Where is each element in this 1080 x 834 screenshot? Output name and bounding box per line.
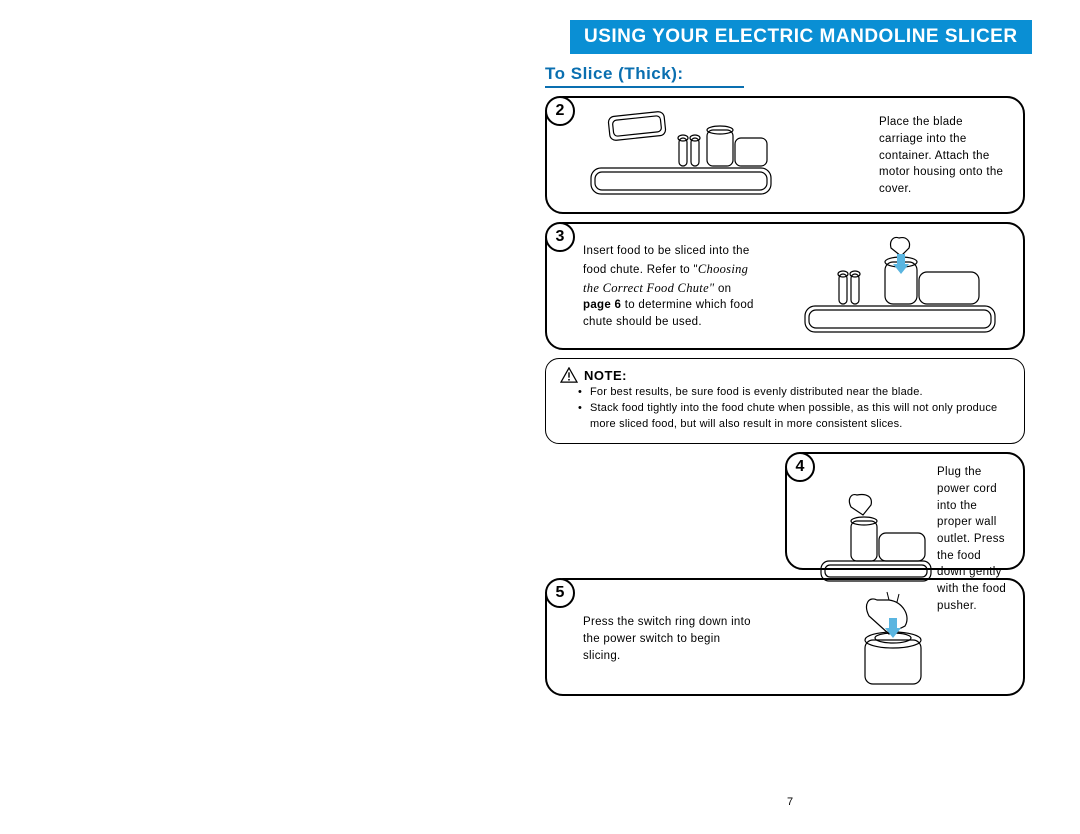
section-subtitle: To Slice (Thick): [545, 64, 744, 88]
step-number-badge: 5 [545, 578, 575, 608]
warning-icon [560, 367, 578, 383]
step-3-bold: page 6 [583, 299, 621, 311]
step-2-illustration [583, 108, 803, 204]
step-panel-3: 3 Insert food to be sliced into the food… [545, 222, 1025, 350]
step-panel-4: 4 Plug the power cord into the proper wa… [785, 452, 1025, 570]
note-heading-text: NOTE: [584, 368, 627, 383]
note-item: For best results, be sure food is evenly… [578, 385, 1010, 400]
step-3-mid: on [714, 283, 731, 295]
step-2-text: Place the blade carriage into the contai… [879, 114, 1009, 197]
step-number-badge: 2 [545, 96, 575, 126]
note-list: For best results, be sure food is evenly… [560, 385, 1010, 432]
note-header: NOTE: [560, 367, 1010, 383]
manual-page: USING YOUR ELECTRIC MANDOLINE SLICER To … [525, 20, 1055, 814]
step-panel-2: 2 [545, 96, 1025, 214]
step-4-illustration [817, 491, 937, 587]
step-number-badge: 4 [785, 452, 815, 482]
note-panel: NOTE: For best results, be sure food is … [545, 358, 1025, 444]
step-5-illustration [829, 590, 979, 688]
step-3-text: Insert food to be sliced into the food c… [583, 243, 758, 330]
page-number: 7 [787, 796, 793, 808]
step-number-badge: 3 [545, 222, 575, 252]
note-item: Stack food tightly into the food chute w… [578, 401, 1010, 432]
subtitle-row: To Slice (Thick): [545, 64, 1055, 88]
step-5-text: Press the switch ring down into the powe… [583, 614, 751, 664]
step-3-illustration [799, 234, 1009, 340]
step-panel-5: 5 Press the switch ring down into the po… [545, 578, 1025, 696]
page-title-banner: USING YOUR ELECTRIC MANDOLINE SLICER [570, 20, 1032, 54]
